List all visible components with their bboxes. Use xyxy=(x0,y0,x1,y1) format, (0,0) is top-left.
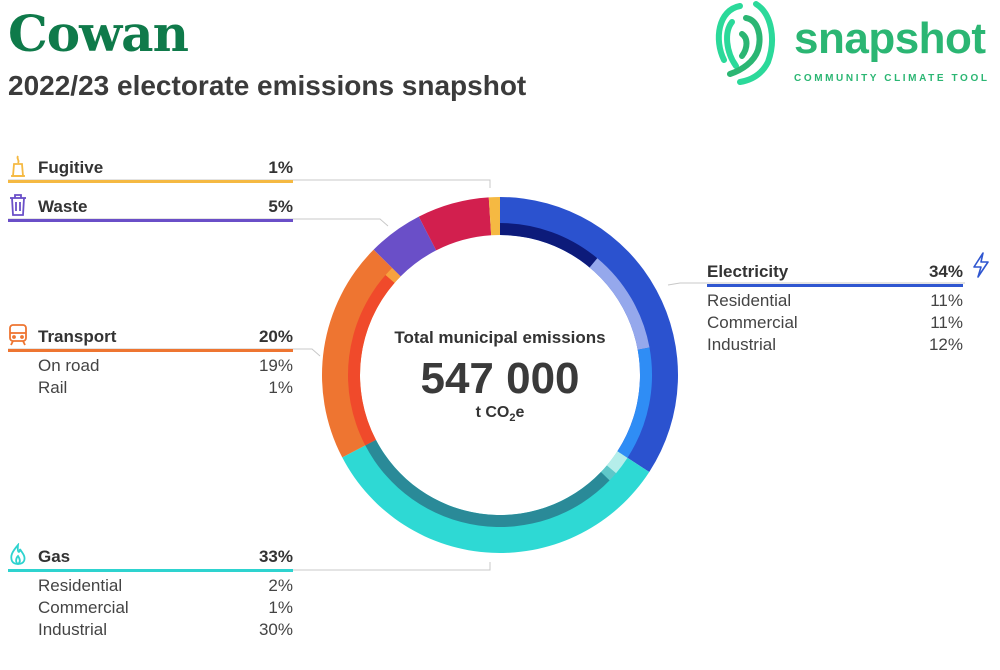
flame-icon xyxy=(10,543,26,566)
subcategory-percent: 12% xyxy=(928,335,963,354)
subcategory-percent: 1% xyxy=(268,598,293,617)
donut-segment-fugitive xyxy=(488,197,500,236)
category-label: Waste xyxy=(38,197,88,216)
snapshot-logo: snapshot COMMUNITY CLIMATE TOOL xyxy=(712,0,1000,90)
donut-segment-gas xyxy=(342,439,650,554)
subcategory-label: Residential xyxy=(38,576,123,595)
donut-segment-other xyxy=(418,197,492,251)
donut-subsegment-gas-residential xyxy=(606,451,628,474)
category-gas: Gas 33% Residential 2% Commercial 1% Ind… xyxy=(8,543,293,639)
category-gas-header: Gas 33% xyxy=(8,543,293,572)
category-percent: 20% xyxy=(258,327,293,346)
leader-line-electricity xyxy=(667,282,965,286)
category-waste: Waste 5% xyxy=(8,193,293,222)
total-emissions-value: 547 000 xyxy=(420,354,580,403)
subcategory-percent: 19% xyxy=(258,356,293,375)
train-icon xyxy=(9,324,27,346)
subcategory-row: Rail 1% xyxy=(8,374,293,397)
trash-bin-icon xyxy=(10,194,26,216)
subcategory-label: On road xyxy=(38,356,100,375)
subcategory-label: Industrial xyxy=(38,620,107,639)
donut-subsegment-gas-industrial xyxy=(365,439,610,527)
subcategory-percent: 30% xyxy=(258,620,293,639)
category-fugitive-header: Fugitive 1% xyxy=(8,154,293,183)
category-percent: 34% xyxy=(928,262,963,281)
page-subtitle: 2022/23 electorate emissions snapshot xyxy=(8,70,527,101)
subcategory-row: Residential 2% xyxy=(8,572,293,595)
subcategory-percent: 11% xyxy=(930,313,963,332)
subcategory-percent: 11% xyxy=(930,291,963,310)
donut-segment-waste xyxy=(373,216,437,277)
subcategory-percent: 1% xyxy=(268,378,293,397)
subcategory-label: Residential xyxy=(707,291,792,310)
subcategory-label: Commercial xyxy=(38,598,129,617)
donut-subsegment-transport-rail xyxy=(385,267,401,283)
category-label: Fugitive xyxy=(38,158,104,177)
subcategory-label: Industrial xyxy=(707,335,776,354)
page-title: Cowan xyxy=(8,4,189,63)
category-electricity-header: Electricity 34% xyxy=(707,252,989,287)
category-transport: Transport 20% On road 19% Rail 1% xyxy=(8,323,293,397)
subcategory-row: Residential 11% xyxy=(707,287,963,310)
donut-subsegment-electricity-residential xyxy=(500,223,598,268)
fire-hydrant-icon xyxy=(11,155,25,177)
donut-subsegment-transport-on-road xyxy=(347,274,395,446)
category-waste-header: Waste 5% xyxy=(8,193,293,222)
logo-wordmark: snapshot xyxy=(794,14,986,63)
logo-tagline: COMMUNITY CLIMATE TOOL xyxy=(794,73,990,84)
category-label: Transport xyxy=(38,327,117,346)
donut-subsegment-gas-commercial xyxy=(600,465,617,481)
category-electricity: Electricity 34% Residential 11% Commerci… xyxy=(707,252,989,354)
total-emissions-unit: t CO2e xyxy=(475,404,525,425)
donut-inner-ring xyxy=(347,223,652,527)
category-percent: 1% xyxy=(268,158,293,177)
lightning-icon xyxy=(973,252,989,278)
category-label: Electricity xyxy=(707,262,789,281)
category-transport-header: Transport 20% xyxy=(8,323,293,352)
subcategory-row: Industrial 12% xyxy=(707,331,963,354)
subcategory-label: Rail xyxy=(38,378,68,397)
subcategory-percent: 2% xyxy=(268,576,293,595)
donut-subsegment-electricity-commercial xyxy=(589,258,650,350)
subcategory-row: Industrial 30% xyxy=(8,616,293,639)
total-emissions-label: Total municipal emissions xyxy=(394,328,606,347)
subcategory-row: On road 19% xyxy=(8,352,293,375)
category-fugitive: Fugitive 1% xyxy=(8,154,293,183)
subcategory-row: Commercial 11% xyxy=(707,309,963,332)
donut-subsegment-electricity-industrial xyxy=(617,347,652,458)
subcategory-label: Commercial xyxy=(707,313,798,332)
donut-segment-electricity xyxy=(500,197,679,472)
subcategory-row: Commercial 1% xyxy=(8,594,293,617)
category-label: Gas xyxy=(38,547,71,566)
category-percent: 5% xyxy=(268,197,293,216)
fingerprint-logo-icon xyxy=(715,1,775,85)
category-percent: 33% xyxy=(258,547,293,566)
